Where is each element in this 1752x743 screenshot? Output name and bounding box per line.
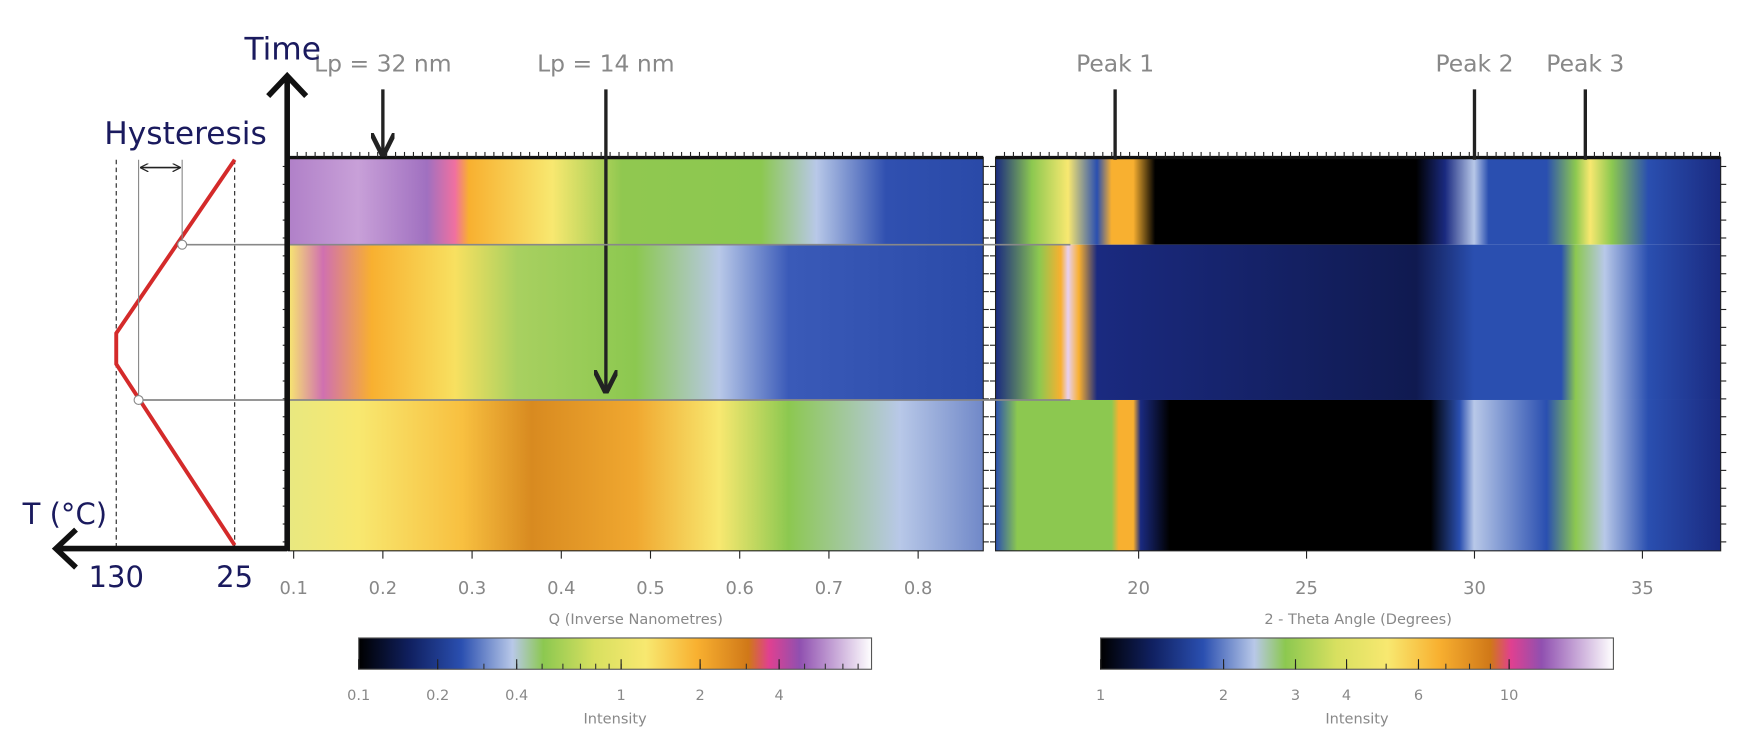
time-axis (266, 71, 309, 551)
heatmap-band (288, 244, 984, 400)
temperature-profile (114, 158, 237, 547)
colorbar-tick-label: 1 (1096, 688, 1105, 704)
colorbar-tick-label: 0.1 (347, 688, 370, 704)
x-tick-label: 25 (216, 560, 253, 594)
hysteresis-point (133, 394, 144, 406)
colorbar-label: Intensity (584, 712, 648, 728)
hysteresis-connector (138, 243, 1071, 401)
x-tick-label: 0.8 (904, 578, 932, 599)
colorbar-tick-label: 0.4 (505, 688, 528, 704)
colorbar-tick-label: 3 (1291, 688, 1300, 704)
heatmap-band (288, 157, 984, 245)
colorbar (1100, 637, 1614, 670)
colorbar-tick-label: 4 (774, 688, 783, 704)
x-tick-label: 30 (1463, 578, 1486, 599)
colorbar-label: Intensity (1325, 712, 1389, 728)
x-axis-label: T (°C) (22, 497, 107, 531)
x-tick-label: 0.4 (547, 578, 575, 599)
heatmap-band (995, 399, 1721, 551)
hysteresis-guide (138, 159, 183, 400)
annotation-label: Peak 2 (1435, 49, 1513, 77)
x-tick-label: 20 (1127, 578, 1150, 599)
annotation-label: Peak 3 (1546, 49, 1624, 77)
x-tick-label: 35 (1631, 578, 1654, 599)
heatmap-band (995, 244, 1721, 400)
x-tick-label: 25 (1295, 578, 1318, 599)
x-tick-label: 130 (89, 560, 144, 594)
x-tick-label: 0.1 (279, 578, 307, 599)
x-axis-label: 2 - Theta Angle (Degrees) (1264, 612, 1452, 628)
hysteresis-point (177, 239, 188, 250)
colorbar-tick-label: 4 (1342, 688, 1351, 704)
x-tick-label: 0.3 (458, 578, 486, 599)
y-axis-label: Time (243, 31, 321, 67)
x-axis-label: Q (Inverse Nanometres) (549, 612, 723, 628)
temperature-axis (51, 527, 288, 570)
colorbar (358, 637, 873, 670)
colorbar-tick-label: 0.2 (426, 688, 449, 704)
x-tick-label: 0.6 (726, 578, 754, 599)
annotation-label: Lp = 32 nm (314, 49, 452, 77)
colorbar-tick-label: 1 (616, 688, 625, 704)
annotation-label: Lp = 14 nm (537, 49, 675, 77)
hysteresis-label: Hysteresis (104, 116, 266, 152)
colorbar-tick-label: 2 (695, 688, 704, 704)
x-tick-label: 0.5 (636, 578, 664, 599)
colorbar-tick-label: 10 (1500, 688, 1518, 704)
heatmap-band (288, 399, 984, 551)
colorbar-tick-label: 2 (1219, 688, 1228, 704)
annotation-label: Peak 1 (1076, 49, 1154, 77)
colorbar-tick-label: 6 (1414, 688, 1423, 704)
x-tick-label: 0.2 (369, 578, 397, 599)
x-tick-label: 0.7 (815, 578, 843, 599)
heatmap-band (995, 157, 1721, 245)
